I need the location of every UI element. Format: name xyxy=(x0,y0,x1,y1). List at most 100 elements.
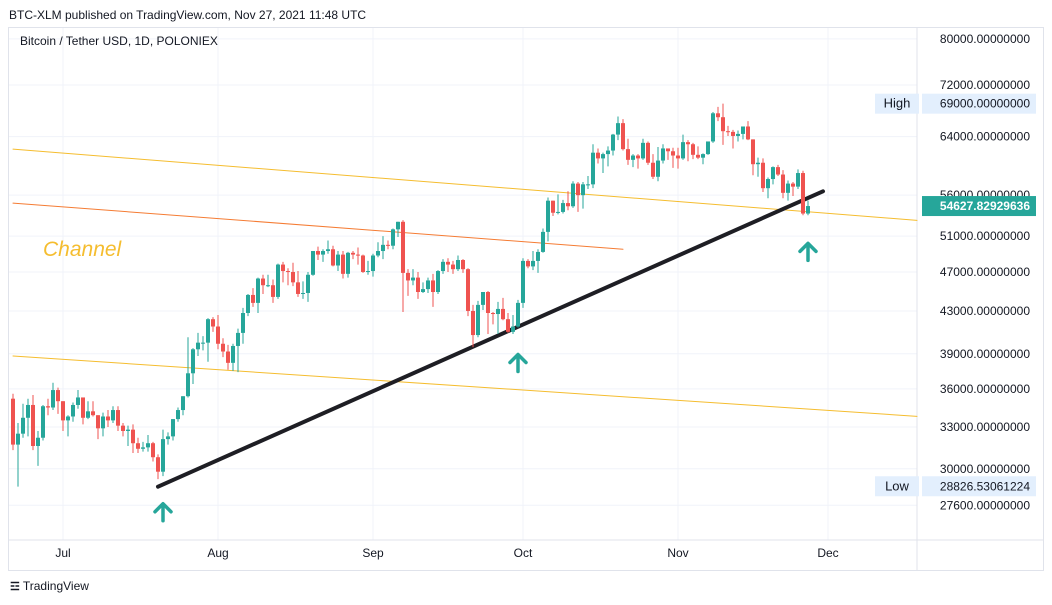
candle-body xyxy=(301,292,305,294)
candle-body xyxy=(311,251,315,275)
candle-body xyxy=(136,443,140,449)
x-tick-label: Nov xyxy=(667,546,688,560)
y-tick-label: 72000.00000000 xyxy=(940,78,1030,92)
candle-body xyxy=(461,260,465,270)
candle-body xyxy=(376,251,380,256)
candle-body xyxy=(746,126,750,140)
candle-body xyxy=(306,274,310,293)
candle-body xyxy=(156,457,160,472)
candle-body xyxy=(141,447,145,449)
candle-body xyxy=(626,149,630,160)
candle-body xyxy=(316,251,320,255)
candle-body xyxy=(261,278,265,286)
candle-body xyxy=(446,261,450,265)
candle-body xyxy=(636,155,640,159)
candle-body xyxy=(381,244,385,252)
candle-body xyxy=(326,249,330,252)
candle-body xyxy=(411,277,415,281)
candle-body xyxy=(441,261,445,272)
candle-body xyxy=(251,294,255,303)
candle-body xyxy=(206,319,210,343)
candle-body xyxy=(726,131,730,133)
price-axis[interactable]: 80000.00000000 72000.00000000 64000.000000… xyxy=(875,32,1036,512)
candle-body xyxy=(146,443,150,448)
low-label-bg xyxy=(875,476,919,497)
time-axis[interactable]: Jul Aug Sep Oct Nov Dec xyxy=(55,546,838,560)
candle-body xyxy=(391,229,395,246)
candle-body xyxy=(751,139,755,165)
candle-body xyxy=(106,416,110,421)
candle-body xyxy=(421,289,425,293)
candle-body xyxy=(611,134,615,151)
candle-body xyxy=(451,264,455,270)
candle-body xyxy=(26,404,30,418)
candle-body xyxy=(71,404,75,417)
support-trendline-line[interactable] xyxy=(156,189,825,489)
candle-body xyxy=(166,436,170,440)
candle-body xyxy=(711,113,715,142)
candle-body xyxy=(701,154,705,158)
y-tick-label: 64000.00000000 xyxy=(940,130,1030,144)
candle-body xyxy=(96,415,100,429)
low-price: 28826.53061224 xyxy=(940,479,1030,493)
high-label: High xyxy=(884,96,911,111)
y-tick-label: 43000.00000000 xyxy=(940,304,1030,318)
candle-body xyxy=(471,310,475,336)
low-price-bg xyxy=(922,476,1036,497)
candle-body xyxy=(776,167,780,175)
candle-body xyxy=(276,264,280,297)
candle-body xyxy=(81,397,85,418)
candle-body xyxy=(456,260,460,270)
candle-body xyxy=(706,141,710,155)
candle-body xyxy=(791,183,795,187)
candle-body xyxy=(581,184,585,196)
candle-body xyxy=(536,251,540,261)
y-tick-label: 36000.00000000 xyxy=(940,382,1030,396)
y-tick-label: 47000.00000000 xyxy=(940,265,1030,279)
candle-body xyxy=(721,117,725,132)
candle-body xyxy=(46,406,50,408)
candle-body xyxy=(526,260,530,267)
candle-body xyxy=(771,167,775,180)
candle-body xyxy=(696,154,700,158)
candle-body xyxy=(431,280,435,293)
candle-body xyxy=(556,211,560,213)
channel-upper-line[interactable] xyxy=(12,148,918,221)
candle-body xyxy=(531,260,535,267)
candle-body xyxy=(396,221,400,230)
candle-body xyxy=(481,292,485,305)
candle-body xyxy=(566,203,570,207)
candle-body xyxy=(86,411,90,418)
candle-body xyxy=(371,255,375,272)
candle-body xyxy=(196,342,200,350)
candle-body xyxy=(296,282,300,294)
candle-body xyxy=(161,439,165,472)
candle-body xyxy=(806,206,810,214)
candle-body xyxy=(231,345,235,363)
candle-body xyxy=(651,162,655,177)
candle-body xyxy=(716,113,720,118)
high-label-bg xyxy=(875,93,919,114)
candle-body xyxy=(41,406,45,438)
channel-lower-line[interactable] xyxy=(12,355,918,417)
candle-body xyxy=(641,142,645,159)
candle-body xyxy=(226,351,230,363)
candle-body xyxy=(131,429,135,444)
x-tick-label: Jul xyxy=(55,546,70,560)
candle-body xyxy=(676,155,680,159)
footer[interactable]: ☲ TradingView xyxy=(10,579,89,593)
last-price: 54627.82929636 xyxy=(940,199,1030,213)
candle-body xyxy=(61,401,65,421)
candle-body xyxy=(191,349,195,374)
candle-body xyxy=(541,231,545,252)
candle-body xyxy=(171,419,175,437)
candle-body xyxy=(646,142,650,163)
y-tick-label: 51000.00000000 xyxy=(940,229,1030,243)
y-tick-label: 33000.00000000 xyxy=(940,420,1030,434)
candle-body xyxy=(666,148,670,152)
candle-body xyxy=(271,285,275,297)
candle-body xyxy=(281,264,285,272)
candle-body xyxy=(36,437,40,446)
channel-middle-line[interactable] xyxy=(12,202,624,250)
